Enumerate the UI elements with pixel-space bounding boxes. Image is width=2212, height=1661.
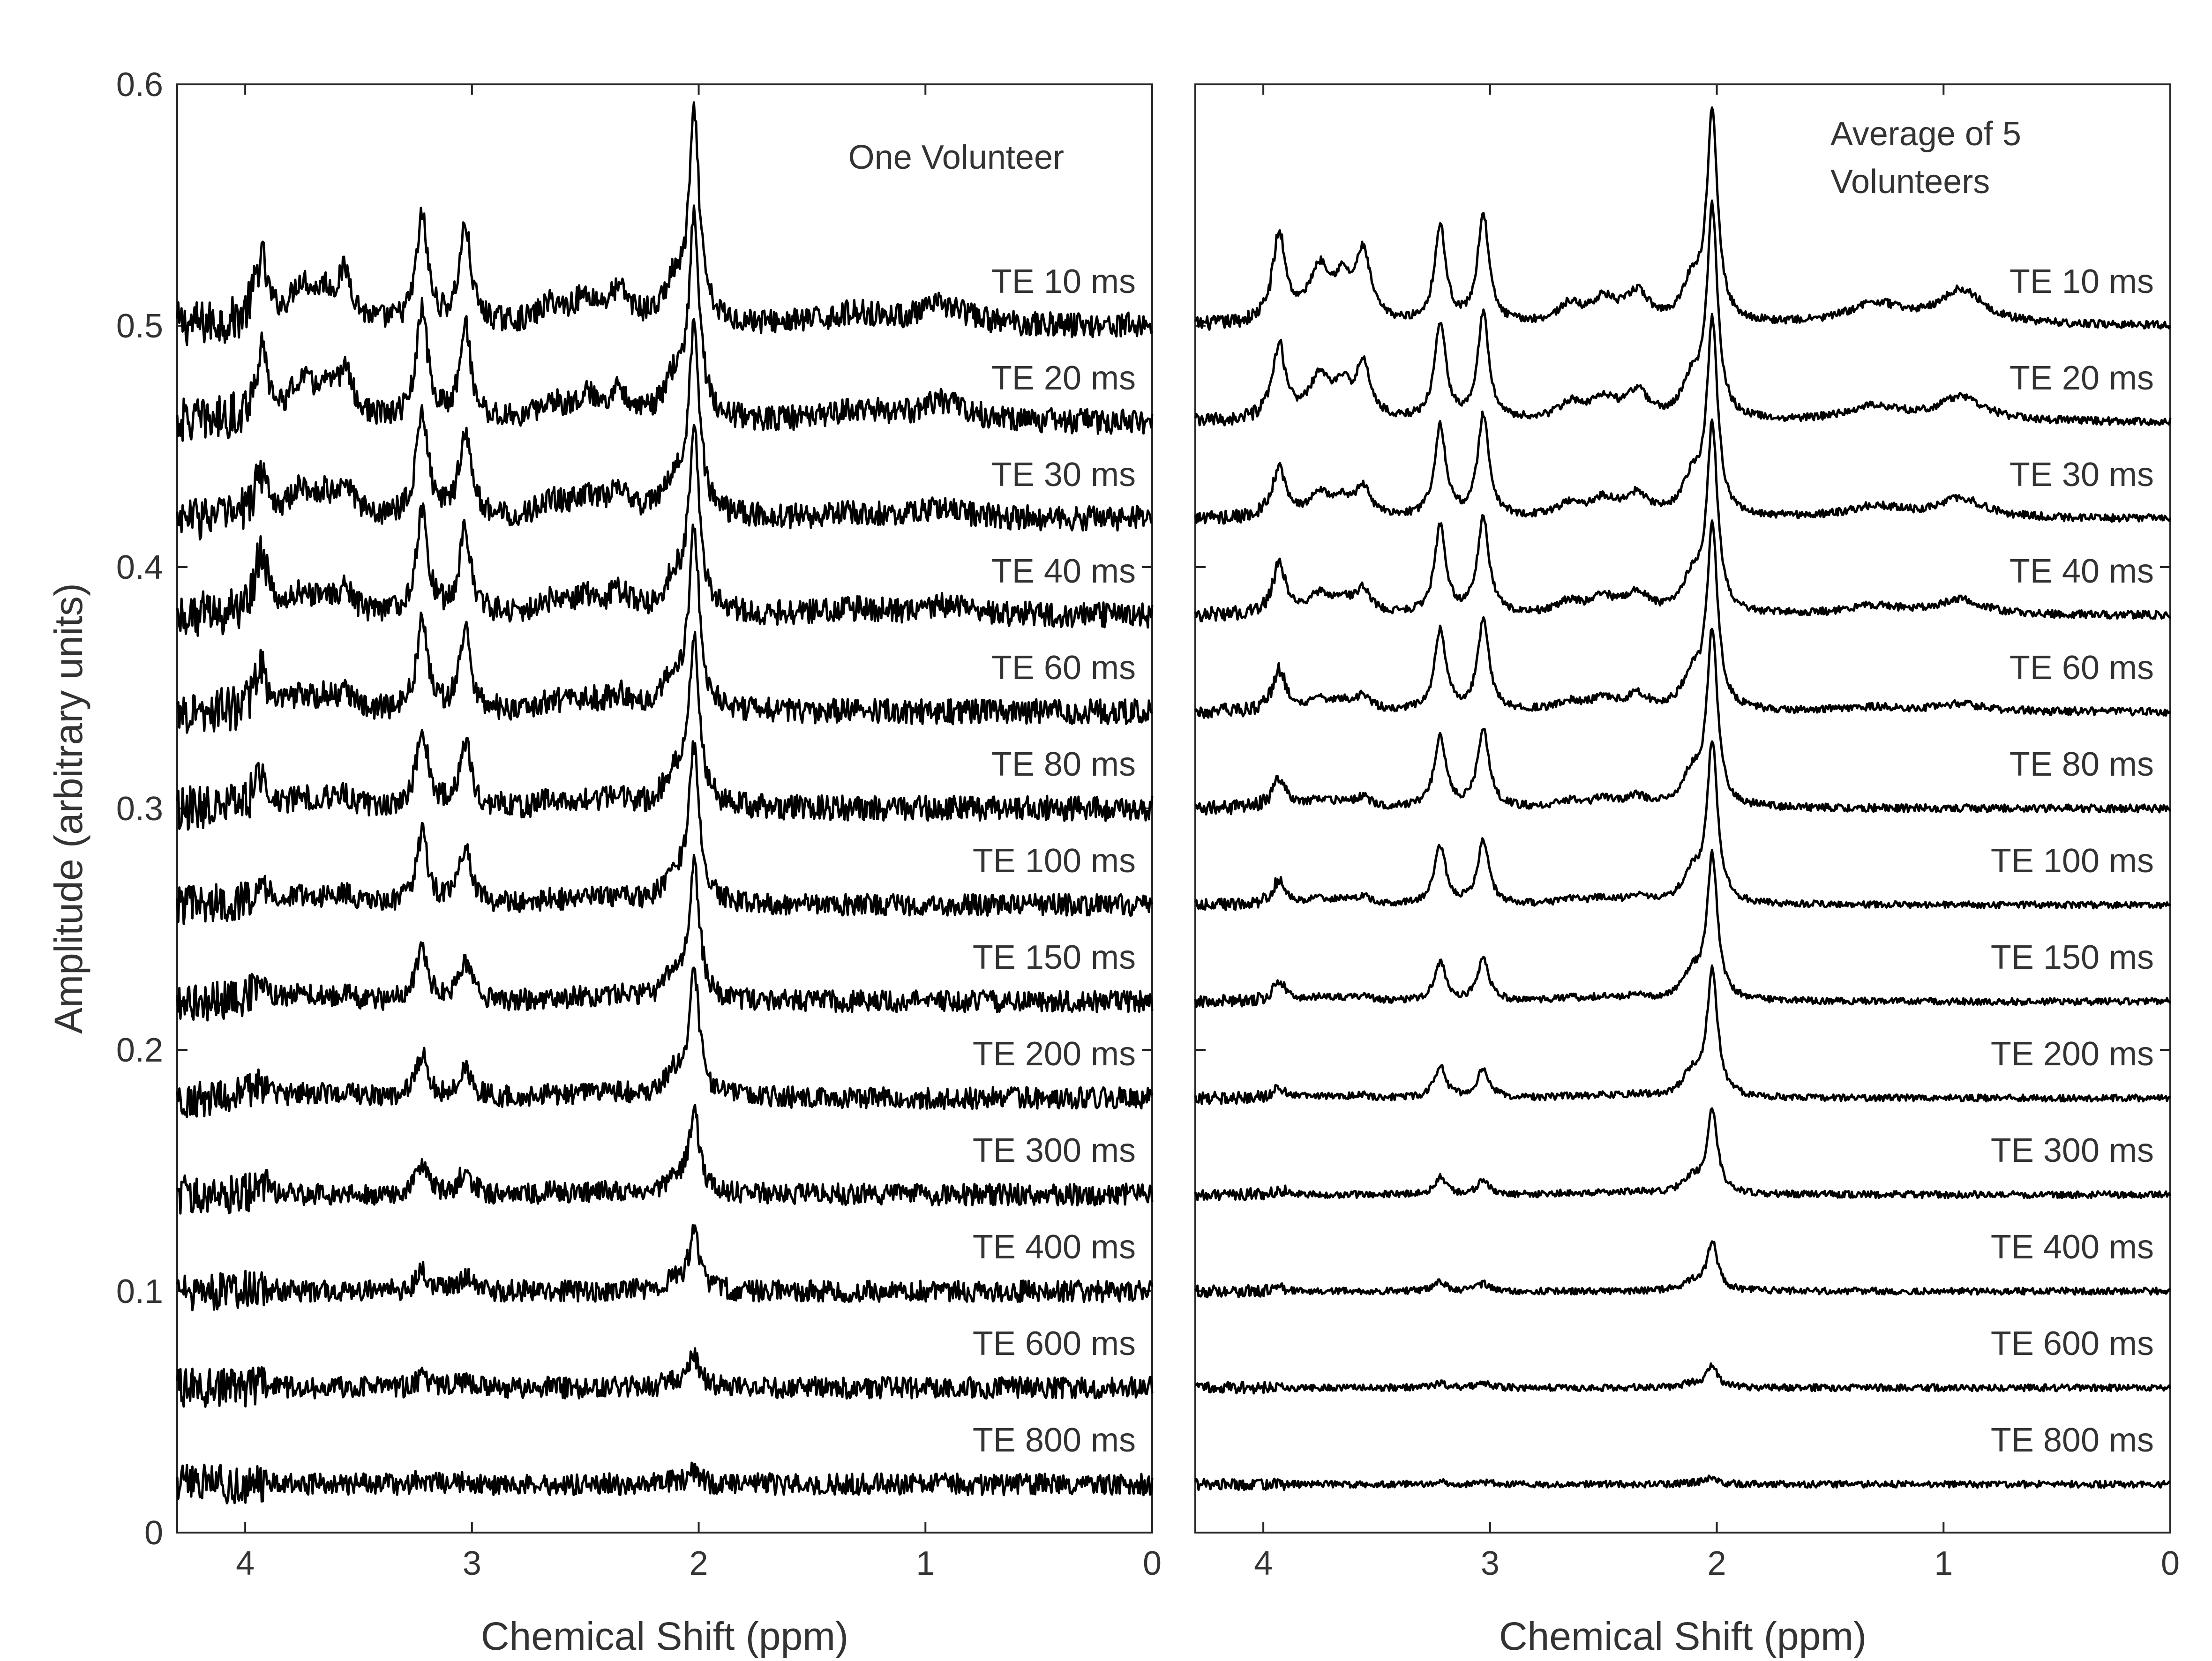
y-tick-label: 0 [144, 1514, 163, 1552]
te-label: TE 60 ms [2010, 649, 2154, 687]
spectrum-trace [1194, 1474, 2171, 1491]
x-tick-label: 3 [463, 1545, 481, 1582]
te-label: TE 10 ms [2010, 263, 2154, 300]
x-tick-label: 0 [2161, 1545, 2180, 1582]
x-tick-label: 4 [1254, 1545, 1273, 1582]
te-label: TE 600 ms [1991, 1325, 2154, 1362]
x-axis-label: Chemical Shift (ppm) [481, 1614, 848, 1658]
te-label: TE 100 ms [973, 842, 1136, 880]
spectrum-trace [176, 966, 1154, 1119]
spectrum-trace [1194, 849, 2172, 1008]
te-label: TE 20 ms [2010, 359, 2154, 397]
panel-title: One Volunteer [848, 139, 1064, 176]
spectrum-trace [1194, 313, 2172, 525]
spectrum-trace [176, 1461, 1154, 1504]
te-label: TE 600 ms [973, 1325, 1136, 1362]
spectrum-trace [1194, 519, 2172, 719]
te-label: TE 80 ms [991, 746, 1136, 783]
x-tick-label: 1 [916, 1545, 935, 1582]
x-axis-label: Chemical Shift (ppm) [1499, 1614, 1867, 1658]
spectrum-trace [176, 740, 1154, 925]
te-label: TE 300 ms [1991, 1132, 2154, 1169]
y-tick-label: 0.4 [116, 549, 163, 586]
te-label: TE 80 ms [2010, 746, 2154, 783]
spectrum-trace [1194, 199, 2172, 426]
te-label: TE 400 ms [973, 1228, 1136, 1266]
panel-one-volunteer: 4 3 2 1 0 0 0.1 0.2 0.3 0.4 0.5 0.6 Chemical Shift (… [46, 66, 1162, 1658]
te-label: TE 40 ms [2010, 553, 2154, 590]
te-label: TE 100 ms [1991, 842, 2154, 880]
x-tick-label: 1 [1934, 1545, 1953, 1582]
spectrum-trace [1194, 964, 2171, 1105]
x-tick-label: 2 [1708, 1545, 1726, 1582]
spectrum-trace [176, 424, 1154, 637]
spectrum-trace [1195, 1362, 2172, 1395]
te-label: TE 300 ms [973, 1132, 1136, 1169]
y-tick-label: 0.2 [116, 1032, 163, 1069]
y-tick-label: 0.5 [116, 307, 163, 345]
te-label: TE 800 ms [973, 1422, 1136, 1459]
spectrum-trace [1194, 740, 2171, 911]
spectrum-trace [176, 853, 1154, 1022]
spectrum-trace [1194, 106, 2172, 331]
spectrum-trace [1194, 1107, 2172, 1201]
panel-title: Average of 5 Volunteers [1830, 115, 2021, 201]
y-axis-label: Amplitude (arbitrary units) [46, 583, 90, 1034]
te-label: TE 200 ms [1991, 1035, 2154, 1073]
spectrum-trace [1194, 1240, 2171, 1299]
te-label: TE 10 ms [991, 263, 1136, 300]
y-tick-label: 0.3 [116, 790, 163, 828]
spectrum-trace [176, 101, 1154, 346]
x-tick-label: 0 [1143, 1545, 1162, 1582]
te-label: TE 400 ms [1991, 1228, 2154, 1266]
spectrum-trace [1194, 418, 2172, 622]
spectrum-trace [176, 1224, 1154, 1311]
te-label: TE 30 ms [991, 456, 1136, 494]
y-tick-label: 0.6 [116, 66, 163, 104]
x-tick-label: 4 [236, 1545, 255, 1582]
spectrum-trace [176, 524, 1153, 734]
te-label: TE 200 ms [973, 1035, 1136, 1073]
spectrum-trace [176, 204, 1154, 442]
spectrum-trace [176, 631, 1154, 831]
spectrum-trace [1195, 628, 2172, 816]
te-label: TE 800 ms [1991, 1422, 2154, 1459]
te-label: TE 60 ms [991, 649, 1136, 687]
panel-average-volunteers: 4 3 2 1 0 Chemical Shift (ppm) Average of 5 Vol… [1194, 83, 2180, 1658]
x-tick-label: 3 [1481, 1545, 1500, 1582]
te-label: TE 150 ms [973, 939, 1136, 976]
te-label: TE 40 ms [991, 553, 1136, 590]
spectrum-trace [176, 1104, 1154, 1215]
te-label: TE 20 ms [991, 359, 1136, 397]
spectrum-trace [176, 1347, 1154, 1408]
x-tick-label: 2 [690, 1545, 708, 1582]
spectrum-trace [176, 318, 1153, 541]
te-label: TE 30 ms [2010, 456, 2154, 494]
y-tick-label: 0.1 [116, 1273, 163, 1310]
te-label: TE 150 ms [1991, 939, 2154, 976]
